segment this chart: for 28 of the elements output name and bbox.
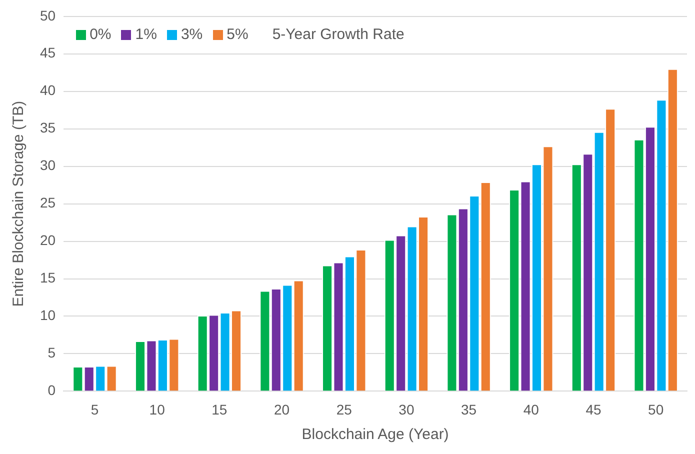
x-tick-label: 35: [461, 401, 477, 418]
y-tick-label: 35: [40, 120, 56, 136]
y-tick-label: 50: [40, 7, 56, 24]
x-tick-label: 40: [523, 401, 540, 418]
y-axis-title: Entire Blockchain Storage (TB): [10, 100, 28, 307]
x-tick-label: 5: [90, 401, 99, 418]
legend-label: 1%: [135, 26, 157, 44]
y-tick-label: 20: [40, 232, 56, 248]
y-tick-label: 45: [40, 44, 56, 61]
y-tick-label: 0: [48, 382, 56, 398]
x-tick-label: 20: [274, 401, 290, 418]
x-tick-label: 50: [648, 401, 664, 418]
y-tick-label: 30: [40, 157, 56, 174]
x-tick-label: 15: [212, 401, 228, 418]
legend-label: 5%: [226, 26, 248, 44]
y-tick-label: 40: [40, 82, 56, 98]
legend-title: 5-Year Growth Rate: [272, 26, 404, 44]
legend-label: 3%: [180, 26, 203, 44]
x-tick-label: 25: [336, 401, 352, 418]
y-tick-label: 10: [40, 307, 56, 324]
y-tick-label: 5: [48, 344, 56, 361]
y-tick-label: 15: [40, 270, 56, 286]
x-axis-title: Blockchain Age (Year): [302, 426, 449, 444]
legend-label: 0%: [90, 26, 112, 44]
x-tick-label: 30: [398, 401, 414, 418]
x-tick-label: 45: [586, 401, 602, 418]
y-tick-label: 25: [40, 194, 56, 211]
x-tick-label: 10: [149, 401, 166, 418]
